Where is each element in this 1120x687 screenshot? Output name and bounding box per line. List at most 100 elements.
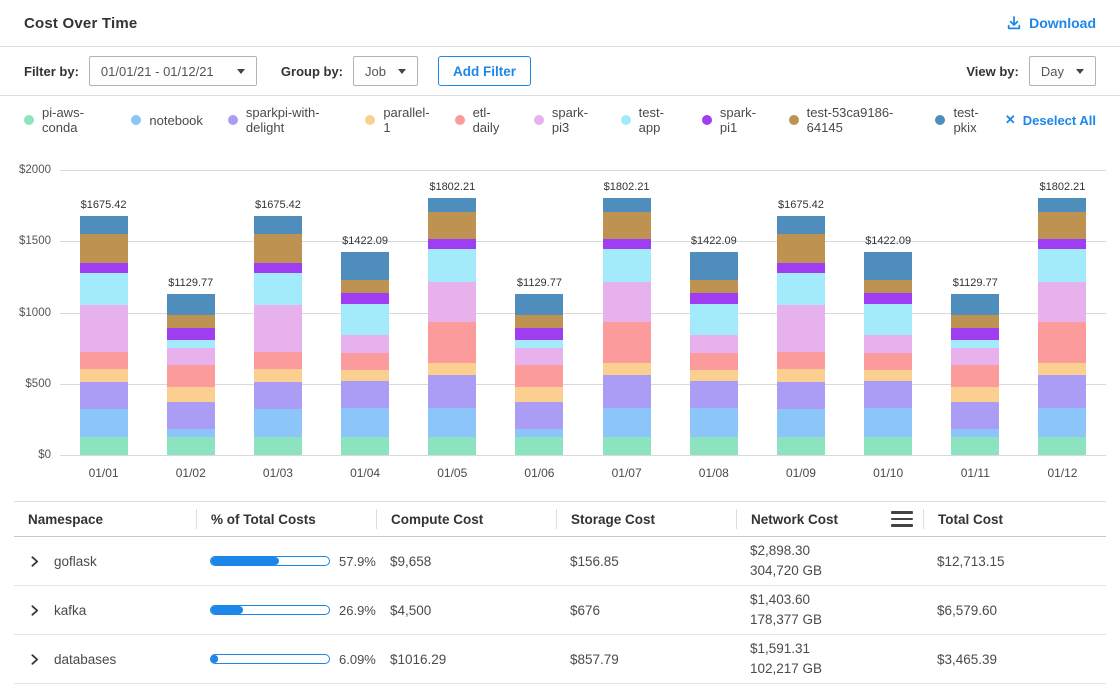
legend-item-test-53ca9186-64145[interactable]: test-53ca9186-64145 <box>789 105 911 135</box>
bar-segment-parallel-1[interactable] <box>603 363 651 375</box>
bar-segment-pi-aws-conda[interactable] <box>254 437 302 455</box>
chevron-right-icon[interactable] <box>28 653 41 666</box>
bar-segment-test-pkix[interactable] <box>254 216 302 233</box>
bar-segment-notebook[interactable] <box>1038 408 1086 437</box>
bar-segment-spark-pi1[interactable] <box>951 328 999 340</box>
date-range-select[interactable]: 01/01/21 - 01/12/21 <box>89 56 257 86</box>
bar-segment-pi-aws-conda[interactable] <box>341 437 389 456</box>
bar-segment-spark-pi1[interactable] <box>777 263 825 273</box>
bar-segment-pi-aws-conda[interactable] <box>515 437 563 456</box>
bar-segment-test-pkix[interactable] <box>341 252 389 279</box>
legend-item-test-app[interactable]: test-app <box>621 105 677 135</box>
bar-segment-test-53ca9186-64145[interactable] <box>341 280 389 294</box>
bar-segment-test-pkix[interactable] <box>515 294 563 315</box>
bar-segment-test-pkix[interactable] <box>690 252 738 279</box>
bar-segment-etl-daily[interactable] <box>777 352 825 369</box>
bar-segment-notebook[interactable] <box>603 408 651 437</box>
bar-segment-etl-daily[interactable] <box>428 322 476 363</box>
view-by-select[interactable]: Day <box>1029 56 1096 86</box>
bar-segment-etl-daily[interactable] <box>864 353 912 369</box>
bar-segment-sparkpi-with-delight[interactable] <box>341 381 389 408</box>
bar-segment-spark-pi3[interactable] <box>80 305 128 352</box>
bar-stack[interactable] <box>864 252 912 455</box>
bar-segment-spark-pi3[interactable] <box>1038 282 1086 322</box>
bar-segment-test-app[interactable] <box>603 249 651 282</box>
bar-segment-spark-pi1[interactable] <box>1038 239 1086 249</box>
bar-segment-pi-aws-conda[interactable] <box>864 437 912 456</box>
bar-segment-parallel-1[interactable] <box>777 369 825 382</box>
bar-segment-test-app[interactable] <box>167 340 215 348</box>
bar-segment-test-app[interactable] <box>690 304 738 335</box>
bar-01/01[interactable]: $1675.42 <box>60 170 147 455</box>
bar-segment-etl-daily[interactable] <box>515 365 563 387</box>
bar-segment-test-53ca9186-64145[interactable] <box>951 315 999 329</box>
bar-segment-etl-daily[interactable] <box>341 353 389 369</box>
bar-segment-spark-pi3[interactable] <box>603 282 651 322</box>
legend-item-test-pkix[interactable]: test-pkix <box>935 105 992 135</box>
bar-segment-spark-pi3[interactable] <box>254 305 302 352</box>
bar-segment-spark-pi3[interactable] <box>777 305 825 352</box>
bar-01/04[interactable]: $1422.09 <box>322 170 409 455</box>
bar-segment-notebook[interactable] <box>254 409 302 437</box>
bar-segment-pi-aws-conda[interactable] <box>690 437 738 456</box>
bar-stack[interactable] <box>1038 198 1086 455</box>
bar-01/09[interactable]: $1675.42 <box>757 170 844 455</box>
bar-stack[interactable] <box>951 294 999 455</box>
bar-segment-spark-pi3[interactable] <box>690 335 738 353</box>
bar-segment-test-pkix[interactable] <box>428 198 476 212</box>
bar-segment-pi-aws-conda[interactable] <box>951 437 999 456</box>
bar-segment-test-pkix[interactable] <box>864 252 912 279</box>
bar-stack[interactable] <box>690 252 738 455</box>
bar-segment-sparkpi-with-delight[interactable] <box>951 402 999 429</box>
bar-segment-test-53ca9186-64145[interactable] <box>603 212 651 239</box>
bar-segment-spark-pi1[interactable] <box>515 328 563 340</box>
bar-01/02[interactable]: $1129.77 <box>147 170 234 455</box>
bar-segment-test-pkix[interactable] <box>167 294 215 315</box>
download-button[interactable]: Download <box>1006 15 1096 31</box>
bar-segment-test-app[interactable] <box>1038 249 1086 282</box>
bar-segment-test-pkix[interactable] <box>603 198 651 212</box>
bar-stack[interactable] <box>428 198 476 455</box>
bar-segment-parallel-1[interactable] <box>515 387 563 401</box>
bar-segment-parallel-1[interactable] <box>341 370 389 381</box>
bar-01/07[interactable]: $1802.21 <box>583 170 670 455</box>
table-row-databases[interactable]: databases6.09%$1016.29$857.79$1,591.3110… <box>14 635 1106 684</box>
bar-segment-etl-daily[interactable] <box>1038 322 1086 363</box>
bar-segment-test-app[interactable] <box>80 273 128 304</box>
bar-segment-pi-aws-conda[interactable] <box>777 437 825 455</box>
bar-segment-test-53ca9186-64145[interactable] <box>864 280 912 294</box>
bar-segment-pi-aws-conda[interactable] <box>428 437 476 456</box>
bar-01/03[interactable]: $1675.42 <box>234 170 321 455</box>
chevron-right-icon[interactable] <box>28 555 41 568</box>
bar-segment-etl-daily[interactable] <box>254 352 302 369</box>
legend-item-etl-daily[interactable]: etl-daily <box>455 105 509 135</box>
bar-segment-spark-pi3[interactable] <box>864 335 912 353</box>
bar-segment-test-app[interactable] <box>777 273 825 304</box>
bar-01/05[interactable]: $1802.21 <box>409 170 496 455</box>
bar-segment-sparkpi-with-delight[interactable] <box>864 381 912 408</box>
bar-segment-notebook[interactable] <box>777 409 825 437</box>
bar-stack[interactable] <box>515 294 563 455</box>
bar-segment-pi-aws-conda[interactable] <box>167 437 215 456</box>
bar-segment-parallel-1[interactable] <box>864 370 912 381</box>
bar-segment-test-53ca9186-64145[interactable] <box>777 234 825 264</box>
bar-01/10[interactable]: $1422.09 <box>845 170 932 455</box>
bar-segment-spark-pi1[interactable] <box>80 263 128 273</box>
bar-segment-sparkpi-with-delight[interactable] <box>167 402 215 429</box>
bar-segment-test-53ca9186-64145[interactable] <box>1038 212 1086 239</box>
bar-segment-spark-pi1[interactable] <box>341 293 389 304</box>
bar-segment-test-app[interactable] <box>254 273 302 304</box>
bar-segment-parallel-1[interactable] <box>951 387 999 401</box>
bar-segment-test-pkix[interactable] <box>777 216 825 233</box>
bar-segment-etl-daily[interactable] <box>167 365 215 387</box>
add-filter-button[interactable]: Add Filter <box>438 56 531 86</box>
bar-01/12[interactable]: $1802.21 <box>1019 170 1106 455</box>
bar-segment-notebook[interactable] <box>864 408 912 437</box>
bar-stack[interactable] <box>777 216 825 455</box>
bar-segment-spark-pi1[interactable] <box>254 263 302 273</box>
bar-segment-test-53ca9186-64145[interactable] <box>690 280 738 294</box>
bar-stack[interactable] <box>341 252 389 455</box>
bar-segment-parallel-1[interactable] <box>80 369 128 382</box>
bar-stack[interactable] <box>80 216 128 455</box>
group-by-select[interactable]: Job <box>353 56 418 86</box>
